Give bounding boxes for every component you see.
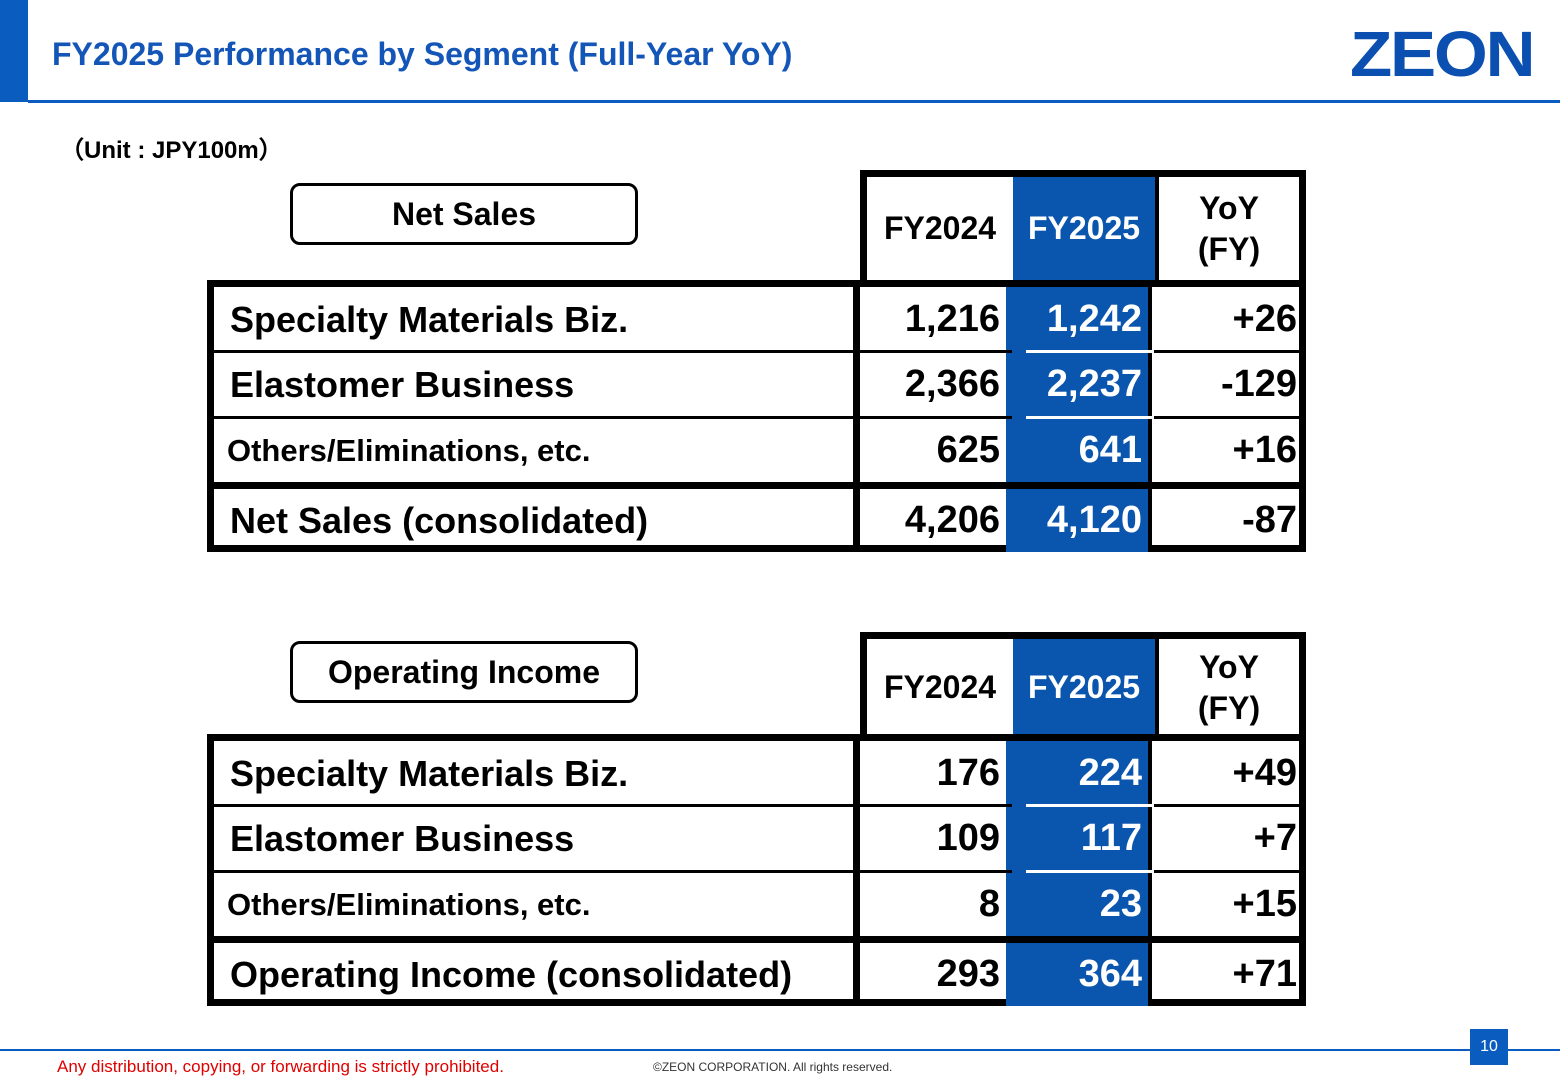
row-divider: [214, 870, 1299, 873]
row-label: Elastomer Business: [214, 353, 860, 416]
operating-income-table: Specialty Materials Biz. 176 224 +49 Ela…: [207, 734, 1306, 1006]
table-row-total: Net Sales (consolidated) 4,206 4,120 -87: [214, 489, 1299, 552]
row-label: Specialty Materials Biz.: [214, 741, 860, 806]
value-fy2025: 117: [1006, 807, 1148, 870]
total-divider: [214, 482, 1299, 489]
value-fy2025: 364: [1006, 943, 1148, 1006]
row-divider: [214, 350, 1299, 353]
value-fy2025: 224: [1006, 741, 1148, 806]
column-yoy-line2: (FY): [1197, 230, 1261, 267]
value-fy2025: 23: [1006, 873, 1148, 936]
column-yoy: YoY (FY): [1155, 177, 1299, 280]
table-row: Elastomer Business 2,366 2,237 -129: [214, 353, 1299, 416]
row-label: Others/Eliminations, etc.: [214, 873, 860, 936]
table-row-total: Operating Income (consolidated) 293 364 …: [214, 943, 1299, 1006]
row-label: Specialty Materials Biz.: [214, 287, 860, 352]
value-fy2024: 8: [978, 883, 1000, 925]
column-yoy-line2: (FY): [1197, 689, 1261, 726]
operating-income-section-label: Operating Income: [290, 641, 638, 703]
table-row: Others/Eliminations, etc. 8 23 +15: [214, 873, 1299, 936]
value-fy2024: 4,206: [904, 499, 1000, 541]
table-row: Others/Eliminations, etc. 625 641 +16: [214, 419, 1299, 482]
total-divider: [214, 936, 1299, 943]
column-yoy: YoY (FY): [1155, 639, 1299, 736]
column-yoy-line1: YoY: [1199, 648, 1259, 685]
row-label: Operating Income (consolidated): [214, 943, 860, 1006]
distribution-notice: Any distribution, copying, or forwarding…: [57, 1057, 504, 1076]
table-row: Specialty Materials Biz. 1,216 1,242 +26: [214, 287, 1299, 352]
value-yoy: +71: [1148, 943, 1299, 1006]
value-yoy: -129: [1148, 353, 1299, 416]
table-row: Specialty Materials Biz. 176 224 +49: [214, 741, 1299, 806]
column-fy2025: FY2025: [1013, 639, 1155, 736]
value-fy2024: 1,216: [904, 298, 1000, 340]
zeon-logo: ZEON: [1350, 18, 1536, 90]
value-yoy: +16: [1148, 419, 1299, 482]
column-fy2025: FY2025: [1013, 177, 1155, 280]
value-yoy: +15: [1148, 873, 1299, 936]
row-label: Others/Eliminations, etc.: [214, 419, 860, 482]
value-fy2025: 1,242: [1006, 287, 1148, 352]
value-yoy: +49: [1148, 741, 1299, 806]
value-fy2024: 625: [936, 429, 1000, 471]
unit-label: （Unit : JPY100m）: [60, 137, 283, 164]
value-yoy: +26: [1148, 287, 1299, 352]
value-fy2025: 641: [1006, 419, 1148, 482]
table-row: Elastomer Business 109 117 +7: [214, 807, 1299, 870]
column-fy2024: FY2024: [883, 669, 997, 706]
value-yoy: +7: [1148, 807, 1299, 870]
net-sales-table: Specialty Materials Biz. 1,216 1,242 +26…: [207, 280, 1306, 552]
value-fy2024: 293: [936, 953, 1000, 995]
value-fy2025: 4,120: [1006, 489, 1148, 552]
row-divider: [214, 804, 1299, 807]
row-label: Net Sales (consolidated): [214, 489, 860, 552]
net-sales-column-header: FY2024 FY2025 YoY (FY): [860, 170, 1306, 280]
page-title: FY2025 Performance by Segment (Full-Year…: [52, 36, 793, 72]
header-divider: [28, 100, 1560, 103]
page-number: 10: [1470, 1029, 1508, 1065]
row-divider: [214, 416, 1299, 419]
row-label: Elastomer Business: [214, 807, 860, 870]
value-fy2025: 2,237: [1006, 353, 1148, 416]
operating-income-column-header: FY2024 FY2025 YoY (FY): [860, 632, 1306, 736]
column-yoy-line1: YoY: [1199, 189, 1259, 226]
value-fy2024: 2,366: [904, 363, 1000, 405]
copyright-text: ©ZEON CORPORATION. All rights reserved.: [653, 1060, 893, 1074]
value-fy2024: 176: [936, 752, 1000, 794]
footer-divider: [0, 1049, 1560, 1051]
net-sales-section-label: Net Sales: [290, 183, 638, 245]
value-yoy: -87: [1148, 489, 1299, 552]
value-fy2024: 109: [936, 817, 1000, 859]
header-accent-bar: [0, 0, 28, 102]
column-fy2024: FY2024: [883, 210, 997, 247]
